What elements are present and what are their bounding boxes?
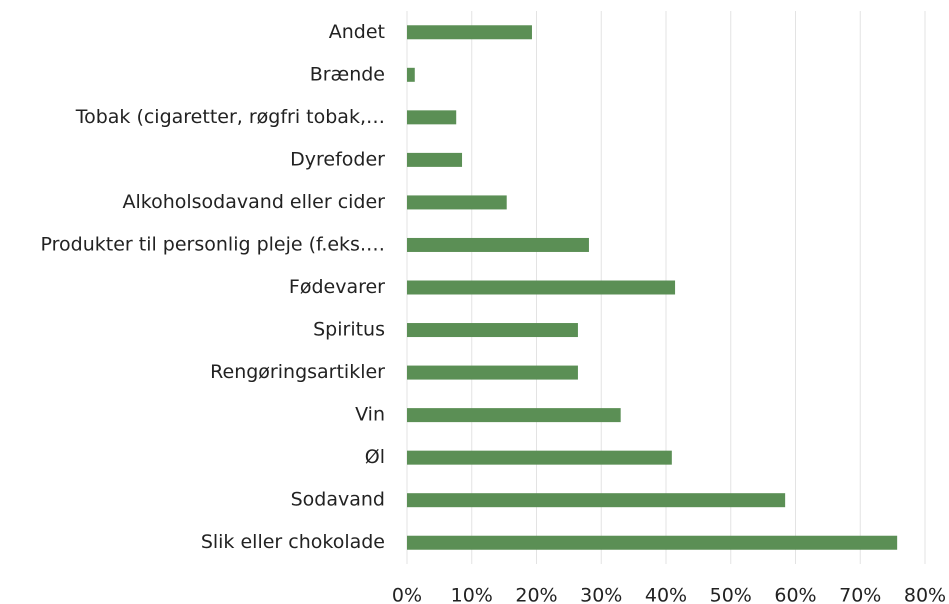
bar — [407, 450, 672, 465]
y-tick-label: Øl — [365, 446, 385, 468]
bar — [407, 110, 457, 125]
y-tick-label: Vin — [355, 404, 385, 426]
bar — [407, 280, 676, 295]
bar — [407, 408, 621, 423]
bar — [407, 237, 589, 252]
y-tick-label: Tobak (cigaretter, røgfri tobak,… — [75, 106, 385, 128]
x-tick-label: 50% — [710, 585, 752, 604]
y-tick-label: Slik eller chokolade — [201, 531, 385, 553]
y-tick-label: Spiritus — [313, 319, 385, 341]
y-tick-label: Brænde — [310, 63, 385, 85]
y-tick-label: Rengøringsartikler — [210, 361, 385, 383]
y-tick-label: Sodavand — [291, 489, 385, 511]
y-tick-label: Fødevarer — [289, 276, 385, 298]
bar — [407, 25, 532, 40]
y-tick-label: Alkoholsodavand eller cider — [122, 191, 385, 213]
bar — [407, 195, 507, 210]
y-tick-label: Dyrefoder — [290, 148, 385, 170]
y-tick-label: Andet — [329, 21, 385, 43]
bar — [407, 365, 578, 380]
x-tick-label: 80% — [904, 585, 946, 604]
x-tick-label: 10% — [451, 585, 493, 604]
x-tick-label: 0% — [392, 585, 422, 604]
x-tick-label: 70% — [839, 585, 881, 604]
x-tick-label: 40% — [645, 585, 687, 604]
bar — [407, 67, 415, 82]
x-tick-label: 30% — [580, 585, 622, 604]
x-tick-label: 20% — [515, 585, 557, 604]
bar — [407, 493, 786, 508]
bar — [407, 323, 578, 338]
x-tick-label: 60% — [774, 585, 816, 604]
bar — [407, 152, 463, 167]
y-tick-label: Produkter til personlig pleje (f.eks.… — [41, 233, 386, 255]
bar — [407, 535, 898, 550]
